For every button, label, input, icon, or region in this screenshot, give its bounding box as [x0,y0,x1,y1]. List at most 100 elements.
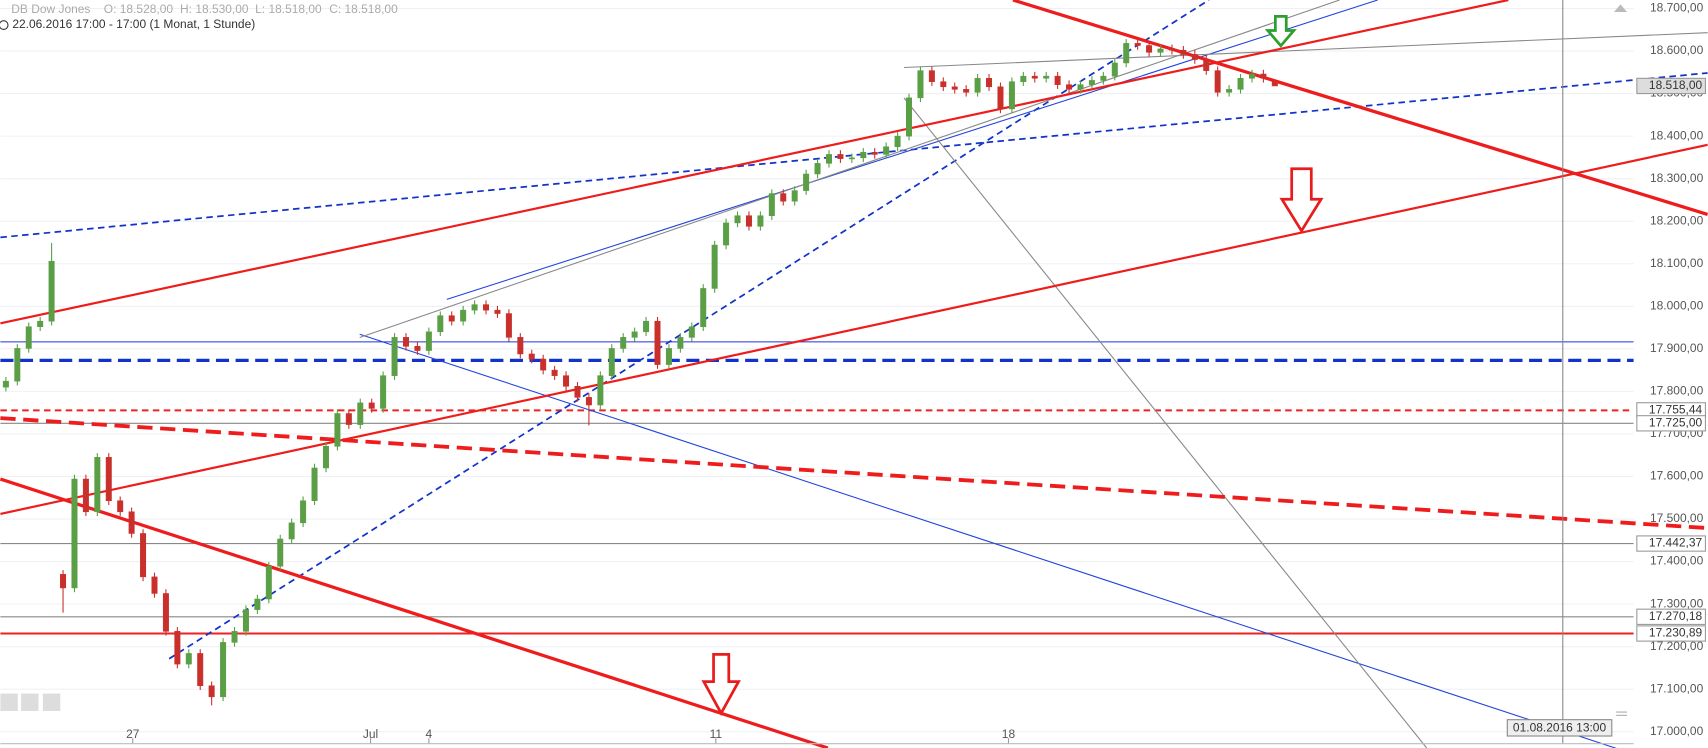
clock-icon [0,20,9,30]
arrow-down [1264,14,1297,48]
candle-body [528,353,535,360]
candle-body [963,89,970,93]
candle-body [654,320,661,365]
candle-body [608,348,615,376]
candle-body [1008,81,1015,110]
candle-body [254,598,261,610]
candle-body [300,500,307,524]
candle-body [951,86,958,90]
button[interactable] [42,693,61,711]
level-label: 17.442,37 [1649,536,1703,550]
candle-body [700,288,707,327]
candle-body [60,574,67,589]
candle-body [345,413,352,425]
candle-body [848,157,855,160]
candle-body [677,337,684,349]
candle-body [986,78,993,88]
arrow-down [701,653,741,716]
candle-body [288,522,295,540]
candle-body [1100,75,1107,81]
candle-body [1146,45,1153,53]
candle-body [837,154,844,159]
candle-body [1088,80,1095,85]
candle-body [825,154,832,164]
candle-body [871,152,878,155]
candle-body [894,135,901,148]
candle-body [380,375,387,409]
ohlc: O: 18.528,00 [104,2,174,16]
candle-body [494,309,501,314]
button[interactable] [0,693,18,711]
trend-line [903,97,1428,748]
x-tick-label: Jul [363,727,378,741]
candle-body [265,565,272,600]
cursor-label: 01.08.2016 13:00 [1506,719,1613,737]
candle-body [1134,43,1141,46]
candle-body [140,533,147,578]
candle-body [128,511,135,534]
candle-body [780,193,787,202]
candle-body [174,631,181,665]
trend-line [0,72,1708,239]
y-tick-label: 17.300,00 [1650,596,1704,610]
y-tick-label: 17.400,00 [1650,554,1704,568]
candle-body [551,369,558,376]
y-tick-label: 18.700,00 [1650,1,1704,15]
candle-body [471,304,478,311]
trend-line [904,32,1708,69]
labels: 17.000,00 17.100,00 17.200,00 17.300,00 17.4… [126,1,1706,741]
candle-body [791,190,798,202]
level-box [1636,608,1706,625]
y-tick-label: 18.600,00 [1650,43,1704,57]
button[interactable] [21,693,39,711]
candle-body [82,478,89,513]
candle-body [1191,54,1198,60]
candle-body [94,457,101,513]
candle-body [117,500,124,513]
candle-body [917,70,924,99]
candle-body [1168,48,1175,51]
candle-body [723,222,730,246]
candle-body [448,315,455,322]
trend-line [0,477,829,748]
arrows [701,14,1324,716]
candle-body [231,631,238,643]
candle-body [1020,75,1027,82]
candle-body [860,152,867,159]
candle-body [643,320,650,333]
header: DB Dow Jones O: 18.528,00 H: 18.530,00 L… [0,2,398,31]
candle-body [1260,73,1267,79]
candle-body [665,348,672,365]
candle-body [1226,89,1233,93]
candle-body [483,304,490,311]
cursor-box [1506,719,1613,737]
candle-body [48,260,55,322]
candle-body [1123,43,1130,64]
candle-body [1271,81,1278,87]
ohlc: L: 18.518,00 [255,2,322,16]
candle-body [814,163,821,175]
candle-body [242,609,249,632]
candle-body [391,337,398,376]
level-box [1636,415,1706,432]
y-tick-label: 17.900,00 [1650,341,1704,355]
level-label: 17.270,18 [1649,609,1703,623]
candle-body [334,413,341,447]
trend-line [359,333,1617,748]
candle-body [403,337,409,347]
candle-body [1214,70,1221,93]
candle-body [745,215,752,227]
y-tick-label: 17.100,00 [1650,681,1704,695]
level-label: 17.755,44 [1649,403,1703,417]
candle-body [883,146,890,155]
candle-body [505,313,512,338]
candle-body [974,78,981,93]
candle-body [597,375,604,406]
candle-body [1054,75,1061,85]
candle-body [711,244,718,289]
candle-body [928,70,935,82]
toolbar[interactable] [0,693,61,711]
candle-body [1157,48,1164,53]
